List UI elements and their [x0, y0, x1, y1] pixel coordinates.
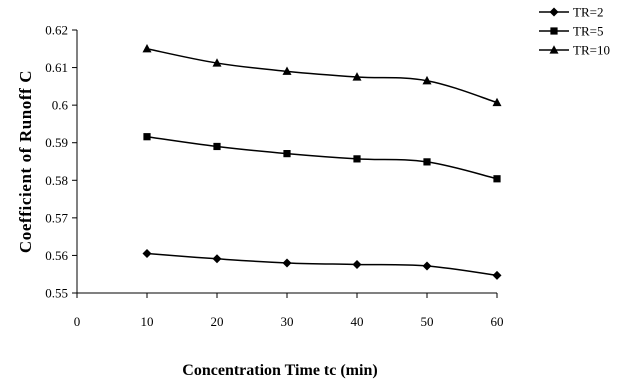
- legend-label: TR=2: [573, 5, 603, 20]
- legend-label: TR=10: [573, 43, 610, 58]
- series-tr-5: [143, 133, 501, 183]
- data-point: [212, 58, 222, 67]
- data-point: [423, 158, 431, 166]
- x-axis-title: Concentration Time tc (min): [182, 362, 377, 379]
- series-line: [146, 135, 498, 180]
- data-point: [142, 43, 152, 53]
- x-tick-label: 60: [491, 314, 504, 329]
- series-layer: [142, 43, 502, 280]
- y-axis-ticks: 0.55 0.56 0.57 0.58 0.59 0.6 0.61 0.62: [45, 23, 77, 301]
- series-tr-2: [142, 249, 502, 280]
- data-point: [422, 261, 432, 271]
- legend: TR=2 TR=5 TR=10: [539, 5, 610, 58]
- legend-entry: TR=5: [539, 24, 603, 39]
- legend-marker: [550, 27, 558, 35]
- series-line: [146, 48, 498, 104]
- y-tick-label: 0.57: [45, 210, 68, 225]
- legend-entry: TR=10: [539, 43, 610, 58]
- data-point: [282, 258, 292, 268]
- y-tick-label: 0.56: [45, 248, 68, 263]
- data-point: [422, 75, 432, 85]
- x-tick-label: 10: [141, 314, 154, 329]
- x-tick-label: 0: [74, 314, 81, 329]
- y-tick-label: 0.6: [52, 98, 69, 113]
- data-point: [213, 142, 221, 151]
- x-tick-label: 50: [421, 314, 434, 329]
- legend-label: TR=5: [573, 24, 603, 39]
- legend-marker: [549, 45, 559, 54]
- data-point: [352, 259, 362, 269]
- y-tick-label: 0.55: [45, 286, 68, 301]
- data-point: [493, 175, 501, 183]
- data-point: [212, 254, 222, 264]
- legend-entry: TR=2: [539, 5, 603, 20]
- series-tr-10: [142, 43, 502, 107]
- y-axis-title: Coefficient of Runoff C: [16, 70, 35, 253]
- series-line: [146, 252, 498, 277]
- data-point: [282, 66, 292, 75]
- data-point: [492, 97, 502, 107]
- y-tick-label: 0.59: [45, 135, 68, 150]
- y-tick-label: 0.58: [45, 173, 68, 188]
- y-tick-label: 0.61: [45, 60, 68, 75]
- x-tick-label: 20: [211, 314, 224, 329]
- data-point: [142, 249, 152, 259]
- data-point: [492, 270, 502, 280]
- data-point: [352, 72, 362, 81]
- data-point: [353, 155, 361, 163]
- legend-marker: [549, 7, 559, 17]
- x-tick-label: 40: [351, 314, 364, 329]
- data-point: [283, 150, 291, 158]
- x-axis-ticks: 0 10 20 30 40 50 60: [74, 293, 504, 329]
- x-tick-label: 30: [281, 314, 294, 329]
- data-point: [143, 133, 151, 141]
- y-tick-label: 0.62: [45, 23, 68, 38]
